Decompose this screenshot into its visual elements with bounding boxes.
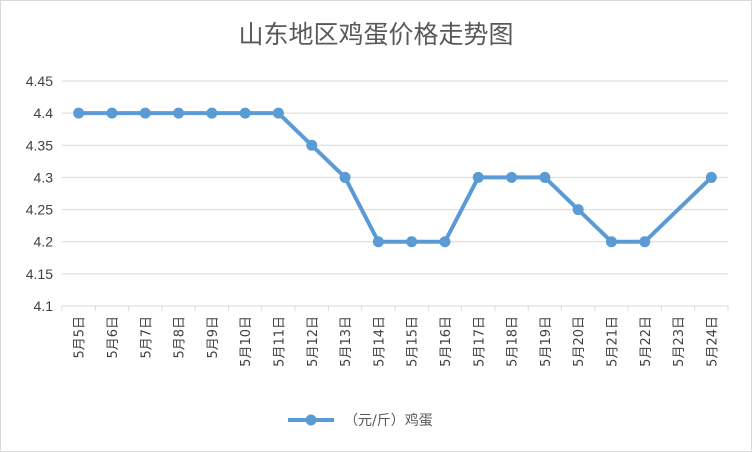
data-point xyxy=(306,139,318,151)
y-tick-label: 4.35 xyxy=(26,137,53,153)
legend-marker-icon xyxy=(305,414,317,426)
x-tick-label: 5月9日 xyxy=(206,316,221,359)
data-point xyxy=(605,236,617,248)
gridlines xyxy=(61,80,729,311)
data-point xyxy=(173,107,185,119)
x-tick-label: 5月22日 xyxy=(639,316,654,367)
x-tick-label: 5月10日 xyxy=(239,316,254,367)
legend-label: （元/斤）鸡蛋 xyxy=(344,412,433,429)
data-point xyxy=(239,107,251,119)
x-axis-ticks: 5月5日 5月6日 5月7日 5月8日 5月9日 5月10日 5月11日 5月12日 5月13日… xyxy=(73,316,721,367)
y-tick-label: 4.15 xyxy=(26,266,53,282)
x-tick-label: 5月23日 xyxy=(672,316,687,367)
data-point xyxy=(472,171,484,183)
y-tick-label: 4.45 xyxy=(26,73,53,89)
x-tick-label: 5月11日 xyxy=(272,316,287,367)
series-layer xyxy=(73,107,717,248)
x-tick-label: 5月15日 xyxy=(406,316,421,367)
x-tick-label: 5月6日 xyxy=(106,316,121,359)
x-tick-label: 5月14日 xyxy=(372,316,387,367)
data-point xyxy=(106,107,118,119)
x-tick-label: 5月16日 xyxy=(439,316,454,367)
x-tick-label: 5月8日 xyxy=(173,316,188,359)
x-tick-label: 5月7日 xyxy=(139,316,154,359)
x-tick-label: 5月13日 xyxy=(339,316,354,367)
y-tick-label: 4.25 xyxy=(26,202,53,218)
chart-title: 山东地区鸡蛋价格走势图 xyxy=(238,20,513,49)
x-tick-label: 5月17日 xyxy=(472,316,487,367)
legend: （元/斤）鸡蛋 xyxy=(288,412,433,429)
x-tick-label: 5月18日 xyxy=(506,316,521,367)
data-point xyxy=(506,171,518,183)
x-tick-label: 5月20日 xyxy=(572,316,587,367)
y-axis-ticks: 4.1 4.15 4.2 4.25 4.3 4.35 4.4 4.45 xyxy=(26,73,53,314)
y-tick-label: 4.2 xyxy=(34,234,54,250)
data-point xyxy=(372,236,384,248)
x-tick-label: 5月19日 xyxy=(539,316,554,367)
data-point xyxy=(139,107,151,119)
data-point xyxy=(272,107,284,119)
data-point xyxy=(705,171,717,183)
data-point xyxy=(339,171,351,183)
x-tick-label: 5月5日 xyxy=(73,316,88,359)
data-point xyxy=(406,236,418,248)
data-point xyxy=(639,236,651,248)
y-tick-label: 4.1 xyxy=(34,298,54,314)
data-point xyxy=(539,171,551,183)
x-tick-label: 5月12日 xyxy=(306,316,321,367)
data-point xyxy=(439,236,451,248)
data-point xyxy=(572,204,584,216)
x-tick-label: 5月21日 xyxy=(605,316,620,367)
x-tick-label: 5月24日 xyxy=(705,316,720,367)
y-tick-label: 4.3 xyxy=(34,169,54,185)
y-tick-label: 4.4 xyxy=(34,105,54,121)
data-point xyxy=(73,107,85,119)
data-point xyxy=(206,107,218,119)
